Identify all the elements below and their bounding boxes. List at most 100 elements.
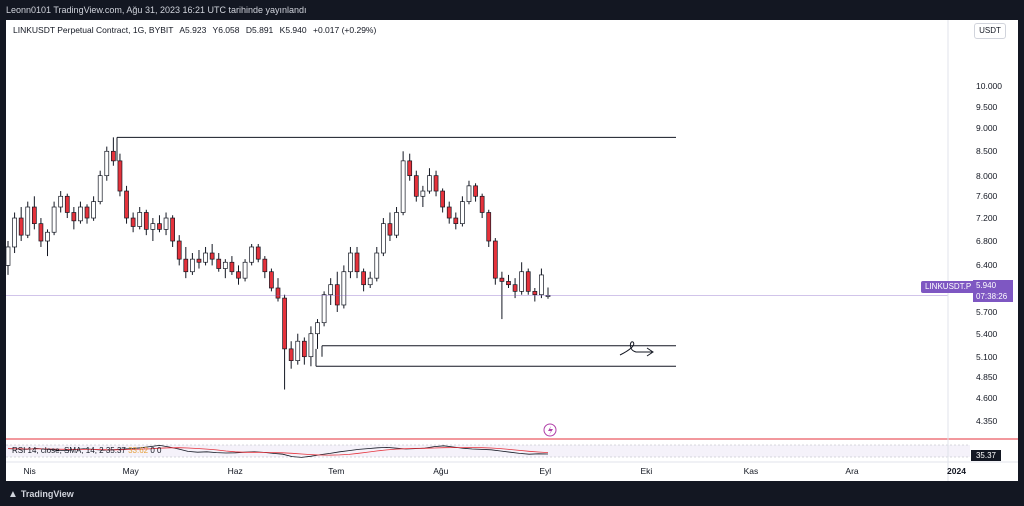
brand-name: TradingView xyxy=(20,489,74,499)
candle-body xyxy=(512,284,518,292)
legend-symbol: LINKUSDT Perpetual Contract, 1G, BYBIT xyxy=(13,25,174,35)
candle-body xyxy=(506,281,511,286)
candle-body xyxy=(25,206,31,236)
price-axis-label: 7.600 xyxy=(976,191,998,202)
candle-body xyxy=(479,195,485,213)
candle-body xyxy=(262,258,268,273)
rsi-title: RSI 14, close, SMA, 14, 2 xyxy=(12,446,104,455)
candle-body xyxy=(190,258,195,273)
candle-body xyxy=(5,246,11,266)
last-price-tag: 5.940 07:38:26 xyxy=(973,280,1013,302)
candle-body xyxy=(97,175,103,202)
candle-body xyxy=(71,212,77,222)
symbol-legend: LINKUSDT Perpetual Contract, 1G, BYBIT A… xyxy=(13,25,380,35)
candle-body xyxy=(473,185,478,197)
candle-body xyxy=(492,240,498,279)
legend-high: Y6.058 xyxy=(212,25,240,35)
price-axis-label: 5.100 xyxy=(976,351,998,362)
legend-close: K5.940 xyxy=(279,25,307,35)
candle-body xyxy=(78,206,83,222)
candle-body xyxy=(176,240,182,260)
candle-body xyxy=(420,190,426,197)
candle-body xyxy=(124,190,129,219)
candle-body xyxy=(440,190,445,208)
price-axis-label: 5.700 xyxy=(976,306,998,317)
candle-body xyxy=(242,261,248,279)
rsi-band xyxy=(6,445,970,457)
candle-body xyxy=(51,206,57,233)
time-axis-label: 2024 xyxy=(947,466,966,476)
time-axis-label: Ara xyxy=(845,466,859,476)
candle-body xyxy=(453,217,459,225)
price-axis[interactable]: 10.000 9.500 9.000 8.500 8.000 7.600 7.200 6.80… xyxy=(948,40,1018,460)
price-axis-label: 5.400 xyxy=(976,328,998,339)
candle-body xyxy=(466,185,472,202)
candle-body xyxy=(275,287,281,299)
candle-body xyxy=(446,206,452,219)
candle-body xyxy=(321,294,327,324)
rsi-value: 35.37 xyxy=(105,446,126,455)
candle-body xyxy=(137,212,143,227)
candle-body xyxy=(150,223,156,230)
candle-body xyxy=(64,195,70,213)
candle-body xyxy=(249,246,255,263)
candle-body xyxy=(374,252,380,279)
candle-body xyxy=(163,217,169,230)
candle-body xyxy=(255,246,261,260)
time-axis-label: Haz xyxy=(227,466,243,476)
time-axis-label: Eki xyxy=(640,466,653,476)
candle-body xyxy=(18,217,24,236)
candle-body xyxy=(334,284,340,306)
legend-change: +0.017 (+0.29%) xyxy=(313,25,377,35)
rsi-extra: 0 0 xyxy=(150,446,162,455)
candle-body xyxy=(486,212,492,242)
candle-body xyxy=(460,201,465,225)
candle-body xyxy=(532,290,538,296)
candle-body xyxy=(229,261,235,273)
last-price-value: 5.940 xyxy=(976,281,997,290)
price-axis-label: 8.000 xyxy=(976,170,998,181)
time-axis[interactable]: Nis May Haz Tem Ağu Eyl Eki Kas Ara 2024 xyxy=(6,462,966,481)
time-axis-label: Tem xyxy=(328,466,345,476)
candle-body xyxy=(328,284,334,296)
candle-body xyxy=(45,231,50,242)
time-axis-label: Ağu xyxy=(433,466,449,476)
price-axis-label: 9.500 xyxy=(976,101,998,112)
candle-body xyxy=(157,223,162,230)
time-axis-label: Eyl xyxy=(539,466,552,476)
candle-body xyxy=(170,217,175,242)
chart-pane[interactable] xyxy=(6,20,1018,481)
candle-body xyxy=(222,261,228,269)
candle-body xyxy=(31,206,37,225)
candle-body xyxy=(91,201,96,219)
events-lightning-glyph xyxy=(548,426,553,435)
arrow-head xyxy=(646,347,654,357)
legend-low: D5.891 xyxy=(245,25,274,35)
candle-body xyxy=(236,271,241,279)
candle-body xyxy=(282,297,287,350)
candle-body xyxy=(407,160,413,177)
tradingview-logo-icon: ▲ xyxy=(8,489,18,500)
publish-text: Leonn0101 TradingView.com, Ağu 31, 2023 … xyxy=(6,5,307,15)
candle-body xyxy=(519,271,525,292)
candle-body xyxy=(381,223,386,254)
candle-body xyxy=(209,252,215,260)
candle-body xyxy=(269,271,274,289)
price-axis-label: 8.500 xyxy=(976,146,998,157)
candle-body xyxy=(104,150,110,177)
candle-body xyxy=(216,258,222,269)
candle-body xyxy=(288,348,294,362)
candle-body xyxy=(361,271,366,286)
rsi-legend[interactable]: RSI 14, close, SMA, 14, 2 35.37 33.62 0 … xyxy=(12,446,162,455)
candle-body xyxy=(433,175,439,192)
last-price-symbol-tag: LINKUSDT.P xyxy=(921,281,976,293)
currency-button[interactable]: USDT xyxy=(974,23,1006,39)
tradingview-brand[interactable]: ▲ TradingView xyxy=(8,487,74,502)
rsi-value-tag: 35.37 xyxy=(971,450,1001,461)
legend-open: A5.923 xyxy=(179,25,207,35)
candle-body xyxy=(348,252,353,273)
price-axis-label: 4.850 xyxy=(976,371,998,382)
arrow-drawing xyxy=(619,341,652,356)
candle-body xyxy=(394,212,399,236)
